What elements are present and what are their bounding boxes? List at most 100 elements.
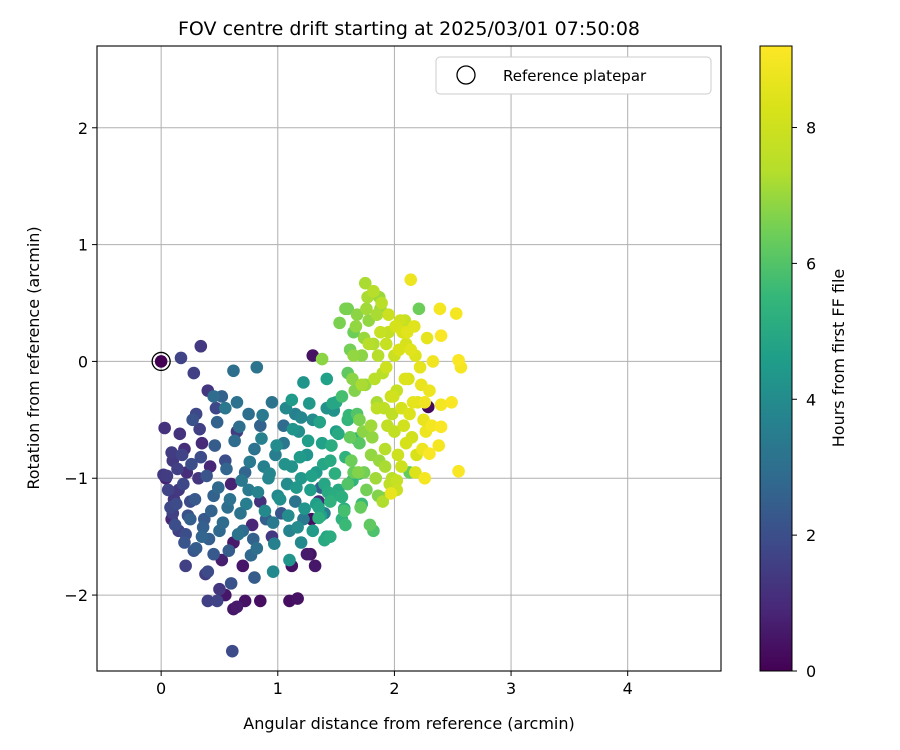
data-point [312, 511, 325, 525]
data-point [294, 471, 308, 485]
colorbar-tick-label: 8 [806, 119, 816, 138]
data-point [412, 302, 426, 316]
data-point [168, 518, 182, 532]
data-point [388, 425, 401, 438]
data-point [346, 372, 359, 386]
data-point [364, 419, 378, 432]
data-point [193, 422, 206, 436]
data-point [278, 457, 292, 471]
data-point [368, 372, 381, 386]
data-point [201, 565, 215, 579]
data-point [194, 450, 208, 464]
data-point [248, 442, 261, 456]
x-tick-label: 1 [273, 679, 283, 698]
data-point [200, 469, 213, 483]
data-point [328, 467, 342, 480]
data-point [185, 457, 198, 471]
data-point [294, 536, 308, 549]
x-tick-label: 3 [506, 679, 516, 698]
data-point [363, 518, 377, 532]
colorbar-tick-label: 0 [806, 662, 816, 681]
data-point [378, 442, 392, 456]
data-point [406, 396, 420, 409]
data-point [315, 352, 329, 366]
data-point [354, 501, 367, 514]
data-point [224, 477, 238, 491]
data-point [161, 483, 175, 497]
data-point [265, 396, 279, 409]
data-point [420, 331, 434, 345]
data-point [312, 501, 325, 514]
data-point [384, 487, 398, 500]
data-point [243, 455, 257, 469]
colorbar-ticks: 0 2 4 6 8 [792, 119, 816, 681]
data-point [188, 492, 202, 506]
data-point [186, 413, 199, 427]
colorbar [759, 45, 793, 672]
y-tick-label: 1 [78, 236, 88, 255]
data-point [228, 434, 241, 448]
data-point [207, 390, 220, 403]
data-point [210, 594, 224, 608]
data-point [404, 273, 418, 286]
data-point [209, 401, 223, 415]
data-point [220, 462, 233, 476]
data-point [397, 419, 411, 432]
data-point [283, 553, 296, 567]
data-point [355, 378, 369, 392]
data-point [362, 337, 376, 351]
data-point [409, 466, 422, 479]
data-point [376, 495, 390, 508]
data-point [347, 349, 360, 362]
data-point [158, 421, 171, 435]
data-point [390, 474, 404, 487]
data-point [175, 448, 189, 462]
data-point [225, 644, 239, 658]
legend-box [435, 56, 712, 95]
colorbar-label: Hours from first FF file [829, 269, 848, 448]
chart-title: FOV centre drift starting at 2025/03/01 … [178, 18, 640, 40]
data-point [386, 390, 400, 403]
data-point [177, 477, 190, 491]
colorbar-tick-label: 6 [806, 254, 816, 273]
data-point [353, 413, 366, 427]
data-point [195, 436, 209, 450]
data-point [358, 276, 372, 290]
data-point [335, 490, 349, 504]
data-point [333, 316, 346, 330]
data-point [434, 329, 448, 343]
data-point [413, 360, 427, 374]
data-point [208, 439, 222, 452]
legend: Reference platepar [435, 56, 712, 95]
data-point [230, 396, 244, 409]
y-tick-label: −2 [64, 586, 88, 605]
data-point [298, 502, 311, 515]
data-point [370, 308, 384, 321]
data-point [213, 582, 226, 596]
data-point [270, 439, 283, 452]
data-point [379, 337, 393, 351]
data-point [256, 408, 269, 422]
data-point [425, 419, 439, 432]
reference-marker-group [151, 351, 171, 372]
data-point [253, 419, 267, 432]
data-point [426, 355, 440, 368]
data-point [300, 547, 314, 561]
data-point [239, 497, 253, 511]
data-point [313, 415, 327, 429]
data-point [222, 544, 236, 557]
data-point [160, 469, 174, 483]
data-point [306, 524, 320, 538]
data-point [452, 353, 465, 367]
data-point [399, 436, 413, 450]
data-point [325, 439, 338, 452]
y-tick-label: −1 [64, 469, 88, 488]
data-point [337, 504, 351, 518]
data-point [179, 559, 192, 573]
data-point [231, 528, 245, 541]
data-point [267, 537, 281, 550]
data-point [374, 325, 387, 339]
data-point [369, 471, 383, 485]
data-point [184, 512, 197, 526]
